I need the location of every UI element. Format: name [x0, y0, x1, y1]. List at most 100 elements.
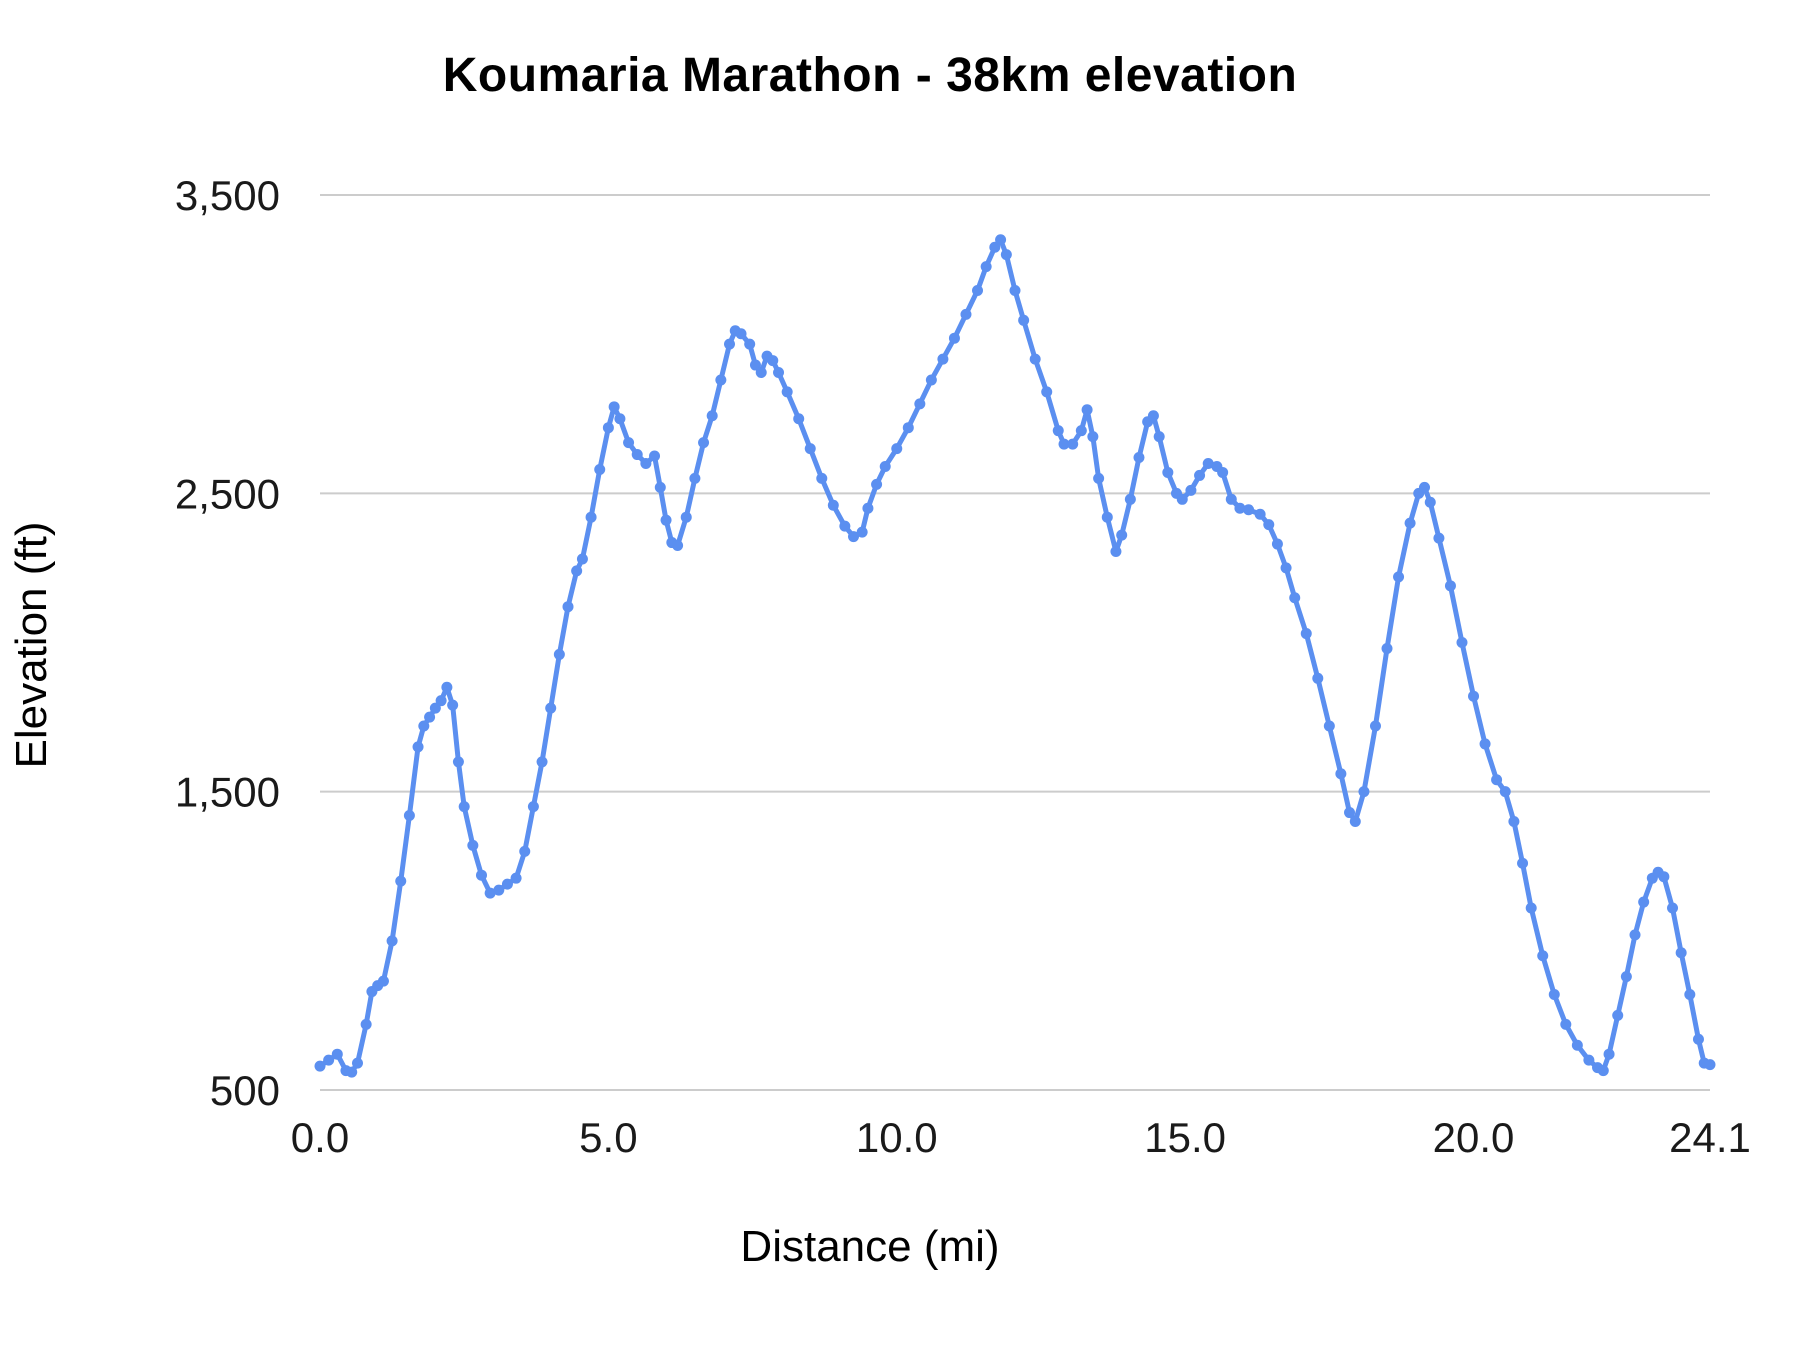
data-point: [862, 502, 874, 514]
data-point: [848, 531, 860, 543]
data-point: [585, 511, 597, 523]
data-point: [1419, 481, 1431, 493]
data-point: [1217, 466, 1229, 478]
x-tick-label: 24.1: [1669, 1114, 1751, 1161]
data-point: [715, 374, 727, 386]
data-point: [1424, 496, 1436, 508]
data-point: [536, 756, 548, 768]
data-point: [1289, 592, 1301, 604]
data-point: [689, 472, 701, 484]
y-tick-label: 2,500: [175, 470, 280, 517]
data-point: [1433, 532, 1445, 544]
data-point: [1612, 1009, 1624, 1021]
series-line: [317, 237, 1713, 1075]
data-point: [1067, 438, 1079, 450]
y-tick-label: 1,500: [175, 769, 280, 816]
data-point: [1124, 493, 1136, 505]
data-point: [1667, 902, 1679, 914]
y-tick-label: 3,500: [175, 172, 280, 219]
data-point: [902, 422, 914, 434]
data-point: [1369, 720, 1381, 732]
x-tick-label: 20.0: [1433, 1114, 1515, 1161]
data-point: [484, 887, 496, 899]
x-axis-label: Distance (mi): [740, 1222, 1000, 1271]
data-point: [562, 601, 574, 613]
data-point: [1093, 472, 1105, 484]
data-point: [649, 450, 661, 462]
data-point: [698, 437, 710, 449]
data-point: [755, 367, 767, 379]
data-point: [804, 443, 816, 455]
data-point: [458, 801, 470, 813]
data-point: [447, 699, 459, 711]
y-tick-label: 500: [210, 1067, 280, 1114]
data-point: [1499, 786, 1511, 798]
data-point: [1597, 1065, 1609, 1077]
data-point: [314, 1060, 326, 1072]
data-point: [724, 338, 736, 350]
data-point: [519, 845, 531, 857]
data-point: [793, 413, 805, 425]
data-point: [744, 338, 756, 350]
y-axis-tick-labels: 500 1,500 2,500 3,500: [175, 172, 280, 1114]
data-point: [1312, 672, 1324, 684]
data-point: [1133, 452, 1145, 464]
data-point: [1081, 404, 1093, 416]
data-point: [1517, 857, 1529, 869]
data-point: [623, 437, 635, 449]
data-point: [1185, 484, 1197, 496]
data-point: [1018, 314, 1030, 326]
data-point: [412, 741, 424, 753]
data-point: [1058, 438, 1070, 450]
x-axis-tick-labels: 0.0 5.0 10.0 15.0 20.0 24.1: [291, 1114, 1751, 1161]
data-point: [1548, 989, 1560, 1001]
data-point: [631, 449, 643, 461]
data-point: [1087, 431, 1099, 443]
data-point: [972, 284, 984, 296]
data-point: [1603, 1048, 1615, 1060]
data-point: [510, 872, 522, 884]
data-point: [403, 810, 415, 822]
data-point: [1300, 628, 1312, 640]
data-point: [816, 472, 828, 484]
data-point: [467, 839, 479, 851]
x-tick-label: 10.0: [856, 1114, 938, 1161]
data-point: [1468, 690, 1480, 702]
data-point: [351, 1057, 363, 1069]
data-point: [1052, 425, 1064, 437]
chart-title: Koumaria Marathon - 38km elevation: [442, 49, 1298, 102]
data-point: [1620, 971, 1632, 983]
data-point: [1041, 386, 1053, 398]
data-point: [1101, 511, 1113, 523]
data-point: [1153, 431, 1165, 443]
data-point: [1147, 410, 1159, 422]
data-point: [1638, 896, 1650, 908]
data-point: [839, 520, 851, 532]
data-point: [602, 422, 614, 434]
data-point: [1525, 902, 1537, 914]
data-point: [680, 511, 692, 523]
data-point: [891, 443, 903, 455]
data-point: [475, 869, 487, 881]
data-point: [781, 386, 793, 398]
data-point: [914, 398, 926, 410]
data-point: [331, 1048, 343, 1060]
data-point: [654, 481, 666, 493]
data-point: [980, 261, 992, 273]
data-point: [346, 1066, 358, 1078]
data-point: [1675, 947, 1687, 959]
data-point: [1323, 720, 1335, 732]
data-point: [360, 1018, 372, 1030]
data-point: [735, 328, 747, 340]
data-point: [1110, 546, 1122, 558]
data-point: [493, 884, 505, 896]
data-point: [640, 458, 652, 469]
data-point: [1225, 493, 1237, 505]
data-point: [706, 410, 718, 422]
data-point: [424, 711, 436, 723]
data-point: [1000, 249, 1012, 261]
data-point: [1560, 1018, 1572, 1030]
data-point: [545, 702, 557, 714]
data-point: [925, 374, 937, 386]
